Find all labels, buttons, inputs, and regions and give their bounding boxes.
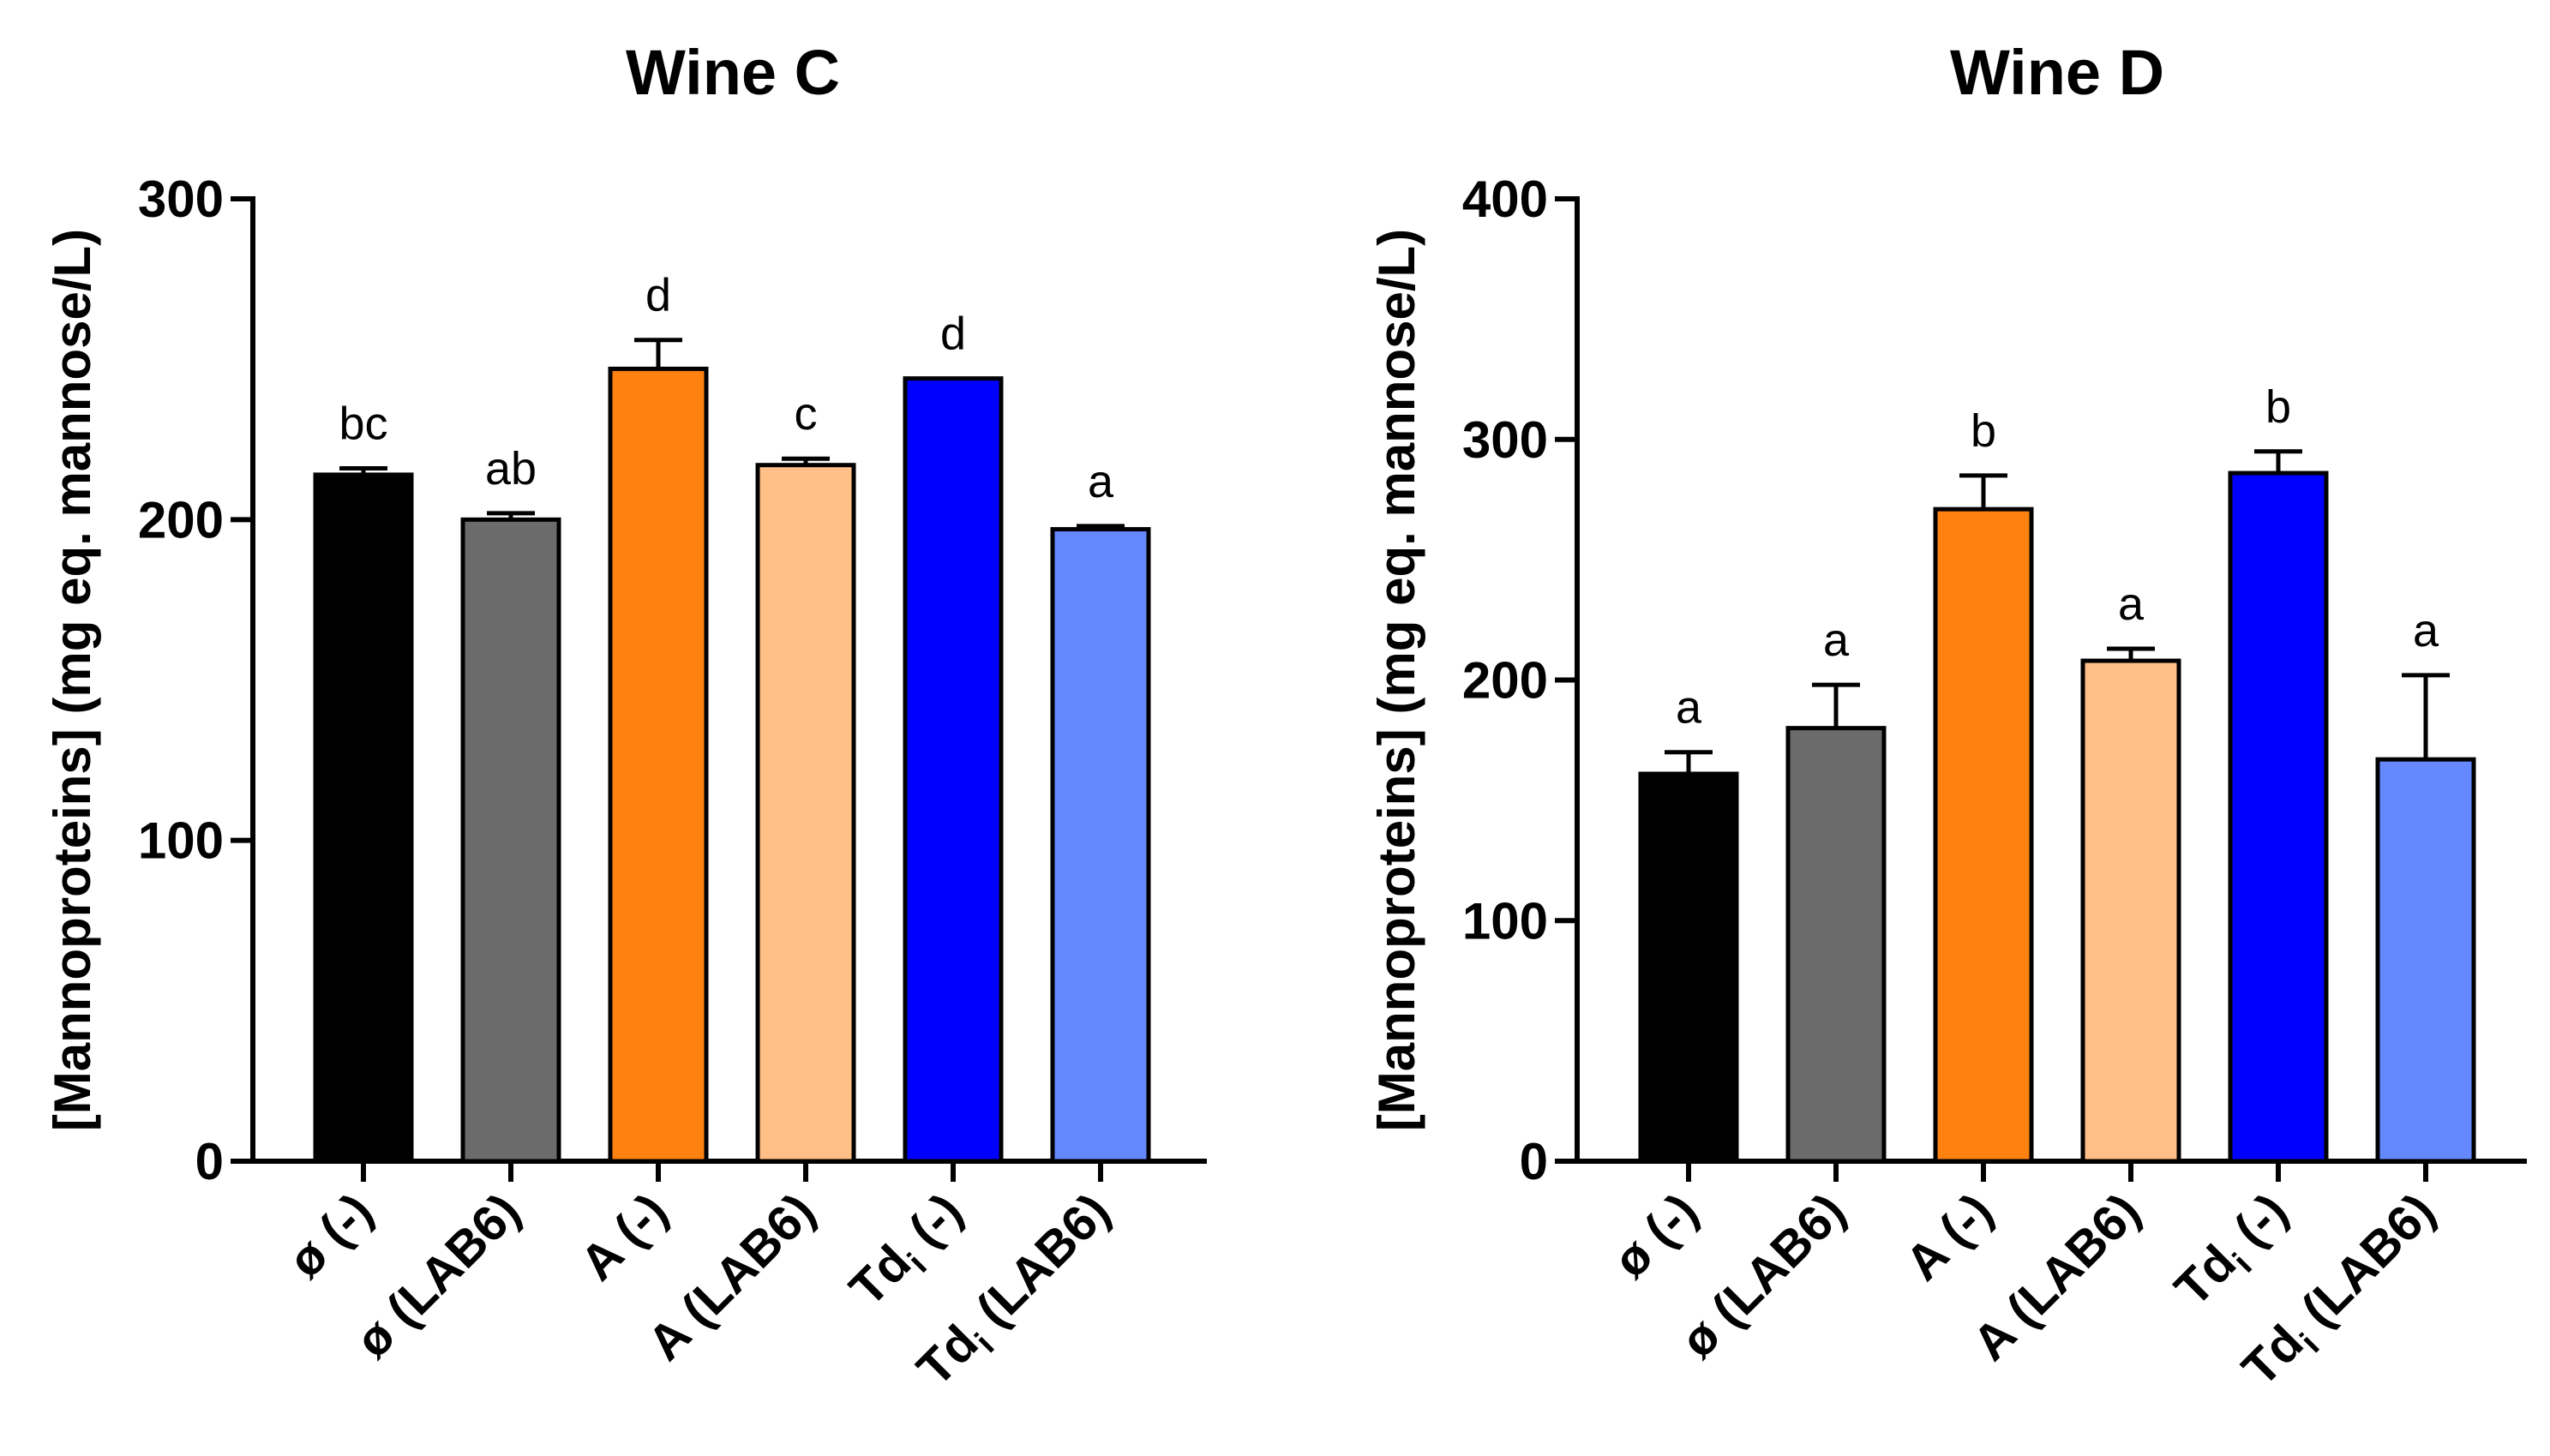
bar [608,366,709,1164]
y-tick-label: 300 [1462,411,1548,469]
category-label-main: ø (LAB6) [1670,1183,1856,1369]
y-tick-label: 0 [1520,1133,1548,1190]
y-tick-label: 100 [138,812,224,870]
y-tick-label: 0 [195,1133,224,1190]
category-label: Tdi (-) [839,1183,979,1322]
y-axis-title: [Mannoproteins] (mg eq. mannose/L) [44,229,101,1131]
category-label-main: ø (-) [278,1183,383,1288]
bar [460,517,561,1164]
bar [2228,470,2329,1164]
significance-label: a [1088,456,1114,507]
significance-label: a [2413,605,2439,656]
significance-label: bc [339,398,387,449]
chart-title: Wine D [1950,37,2164,108]
chart-wine-c: Wine C [Mannoproteins] (mg eq. mannose/L)… [44,37,1207,1397]
bar [903,376,1004,1164]
significance-label: a [1676,682,1702,734]
category-label: Tdi (-) [2164,1183,2304,1322]
category-label: ø (-) [278,1183,383,1288]
y-tick-label: 100 [1462,892,1548,950]
significance-label: c [795,388,818,440]
chart-wine-d: Wine D [Mannoproteins] (mg eq. mannose/L)… [1368,37,2527,1397]
category-label-main: ø (-) [1603,1183,1708,1288]
category-label-suffix: (LAB6) [2281,1183,2445,1347]
category-label-main: A (-) [570,1183,678,1291]
significance-label: ab [485,443,537,494]
significance-label: d [940,309,966,360]
y-tick-label: 200 [1462,652,1548,710]
chart-title: Wine C [626,37,840,108]
bar [1785,726,1887,1164]
bar [1050,527,1151,1164]
significance-label: d [645,270,671,321]
bar [2080,658,2181,1164]
bar [2375,757,2476,1164]
significance-label: a [2118,578,2145,630]
bar [1638,771,1739,1164]
category-label: ø (LAB6) [345,1183,531,1369]
significance-label: a [1823,614,1850,666]
category-label: ø (-) [1603,1183,1708,1288]
category-label-main: A (-) [1895,1183,2003,1291]
category-label-main: ø (LAB6) [345,1183,531,1369]
significance-label: b [1971,405,1996,457]
y-tick-label: 200 [138,491,224,548]
bar [313,472,414,1164]
y-tick-label: 400 [1462,171,1548,228]
bar [755,463,856,1164]
category-label: A (-) [1895,1183,2003,1291]
category-label: ø (LAB6) [1670,1183,1856,1369]
category-label: A (-) [570,1183,678,1291]
significance-label: b [2265,381,2291,433]
category-label-suffix: (LAB6) [956,1183,1120,1347]
y-axis-title: [Mannoproteins] (mg eq. mannose/L) [1368,229,1425,1131]
bar [1933,506,2034,1164]
y-tick-label: 300 [138,171,224,228]
